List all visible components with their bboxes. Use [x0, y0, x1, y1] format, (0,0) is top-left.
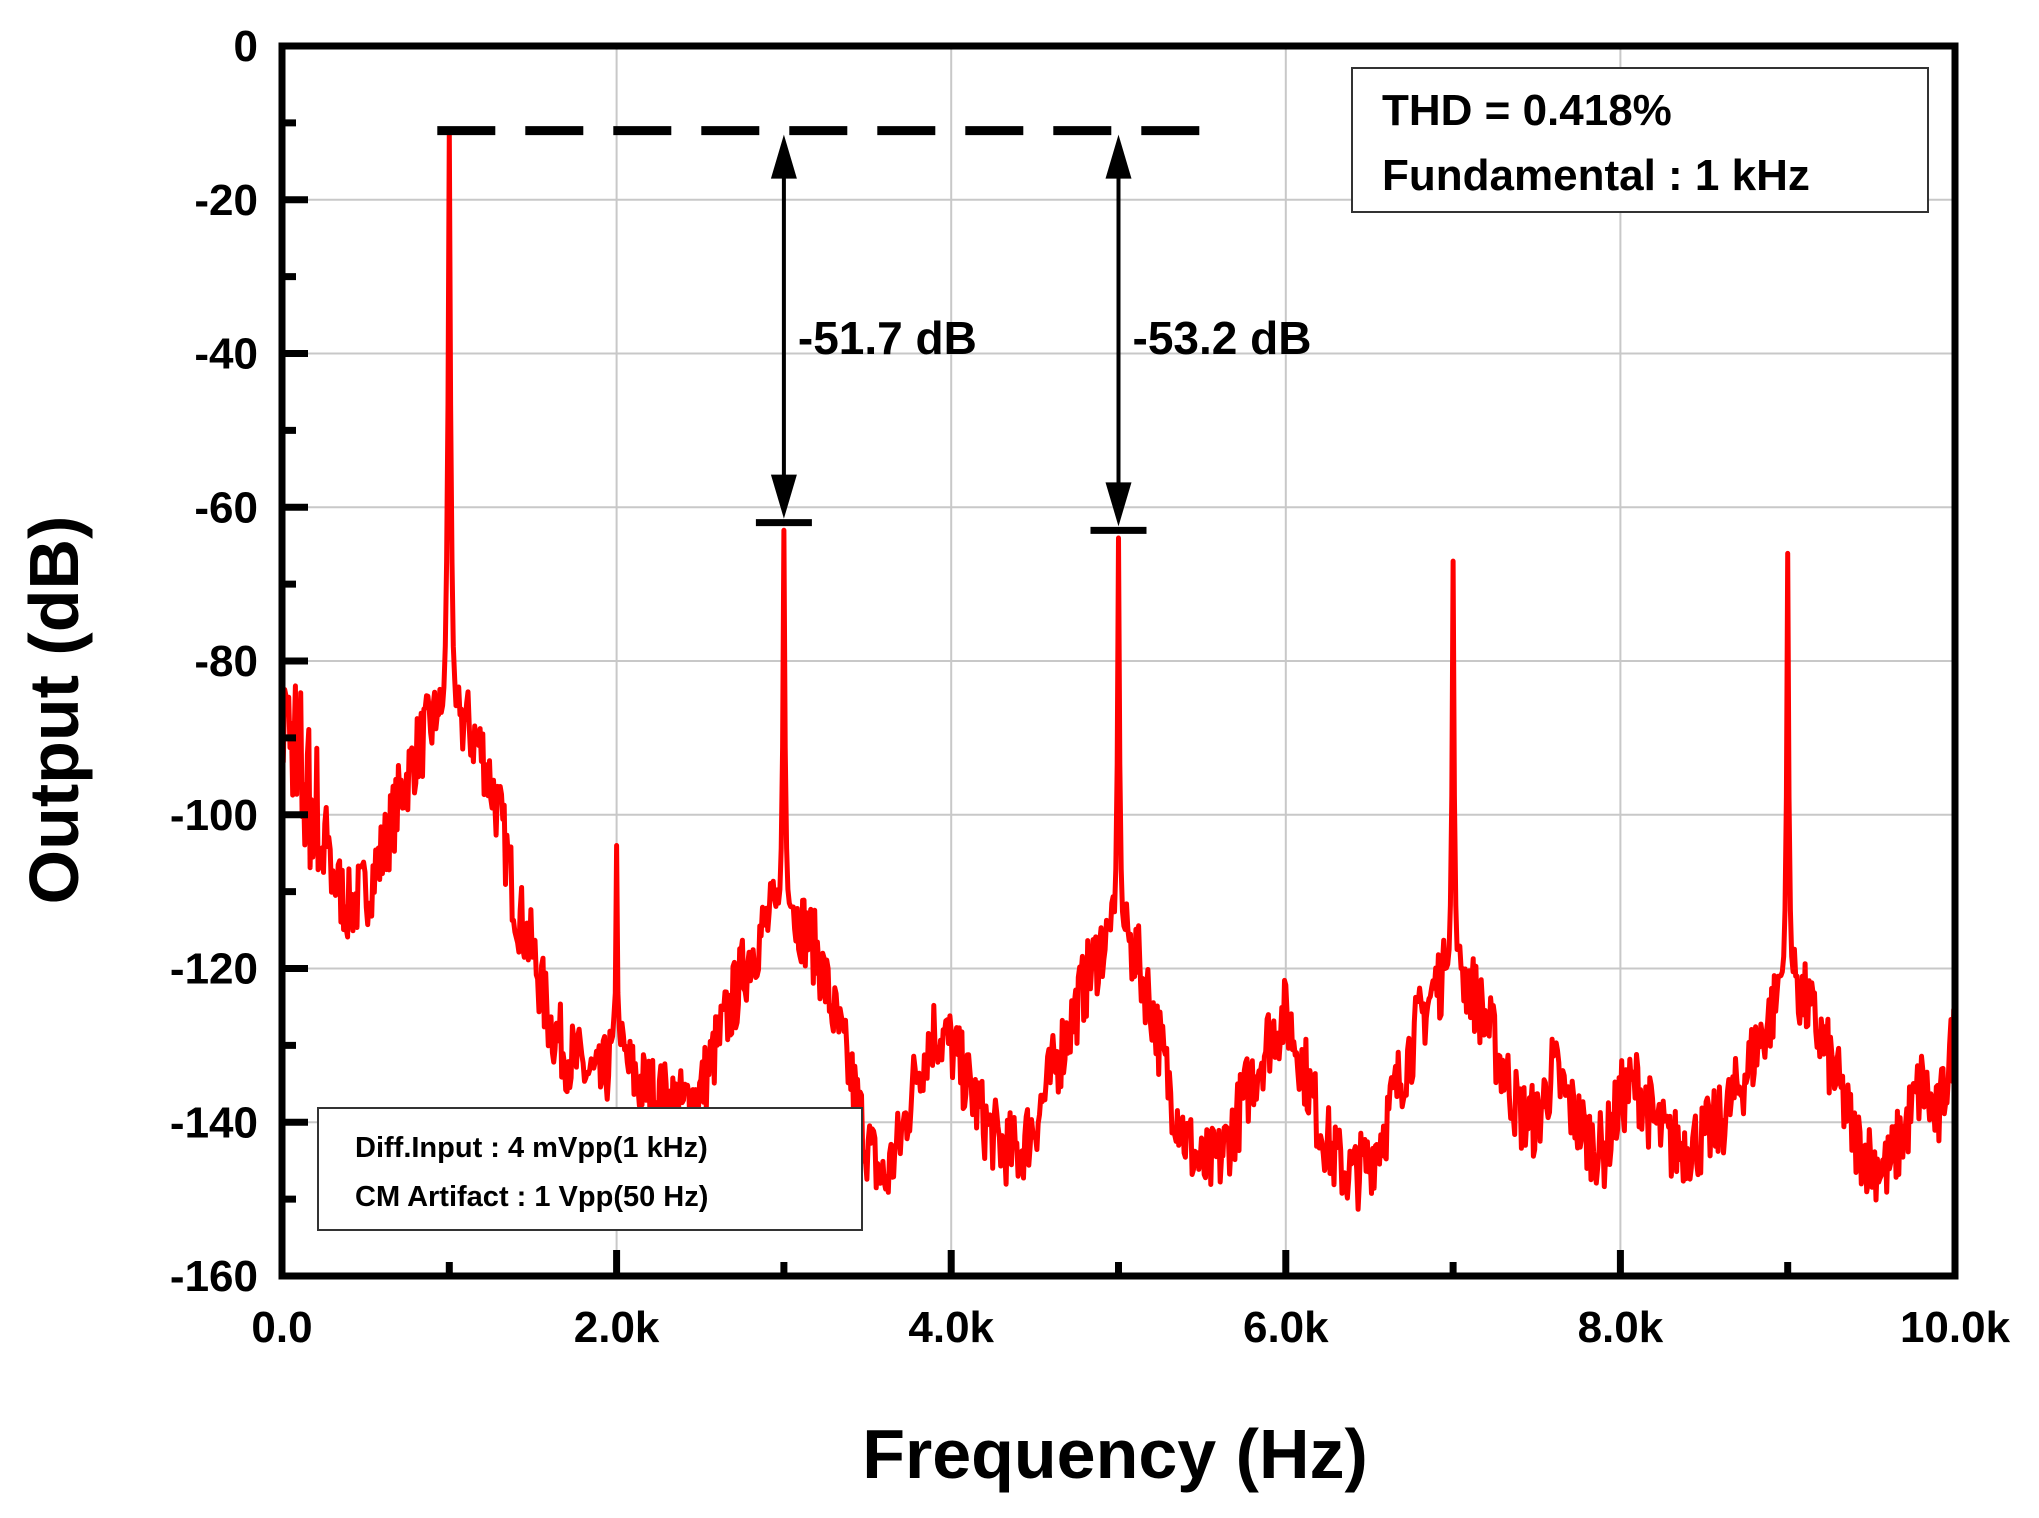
arrow-head-down [1105, 482, 1132, 527]
x-tick-label: 2.0k [574, 1303, 660, 1352]
y-axis-title: Output (dB) [15, 516, 93, 905]
x-tick-labels: 0.0 2.0k 4.0k 6.0k 8.0k 10.0k [251, 1303, 2010, 1352]
y-tick-label: -60 [194, 483, 258, 532]
y-tick-labels: 0 -20 -40 -60 -80 -100 -120 -140 -160 [170, 22, 258, 1301]
x-axis-title: Frequency (Hz) [862, 1415, 1368, 1493]
delta-annotation: -51.7 dB [755, 134, 977, 527]
y-tick-label: -160 [170, 1252, 258, 1301]
x-tick-label: 4.0k [908, 1303, 994, 1352]
y-tick-label: -20 [194, 176, 258, 225]
y-tick-label: -120 [170, 945, 258, 994]
cm-artifact-label: CM Artifact : 1 Vpp(50 Hz) [355, 1181, 708, 1213]
x-tick-label: 6.0k [1243, 1303, 1329, 1352]
input-legend-box: Diff.Input : 4 mVpp(1 kHz) CM Artifact :… [317, 1107, 863, 1231]
arrow-head-up [1105, 134, 1132, 179]
y-tick-label: -80 [194, 637, 258, 686]
delta-label: -51.7 dB [798, 312, 977, 364]
arrow-head-up [770, 134, 797, 179]
y-tick-label: -140 [170, 1098, 258, 1147]
spectrum-line [279, 128, 1958, 1212]
diff-input-label: Diff.Input : 4 mVpp(1 kHz) [355, 1132, 708, 1164]
delta-annotation: -53.2 dB [1090, 134, 1312, 534]
axis-ticks [278, 42, 1959, 1280]
y-tick-label: 0 [234, 22, 258, 71]
spectrum-trace [279, 128, 1958, 1212]
fundamental-label: Fundamental : 1 kHz [1382, 151, 1810, 200]
x-tick-label: 0.0 [251, 1303, 312, 1352]
annotations: -51.7 dB -53.2 dB [755, 134, 1312, 534]
thd-legend-box: THD = 0.418% Fundamental : 1 kHz [1351, 67, 1929, 213]
y-tick-label: -100 [170, 791, 258, 840]
arrow-head-down [770, 474, 797, 519]
x-tick-label: 10.0k [1900, 1303, 2011, 1352]
delta-label: -53.2 dB [1133, 312, 1312, 364]
y-tick-label: -40 [194, 330, 258, 379]
thd-label: THD = 0.418% [1382, 86, 1672, 135]
x-tick-label: 8.0k [1578, 1303, 1664, 1352]
